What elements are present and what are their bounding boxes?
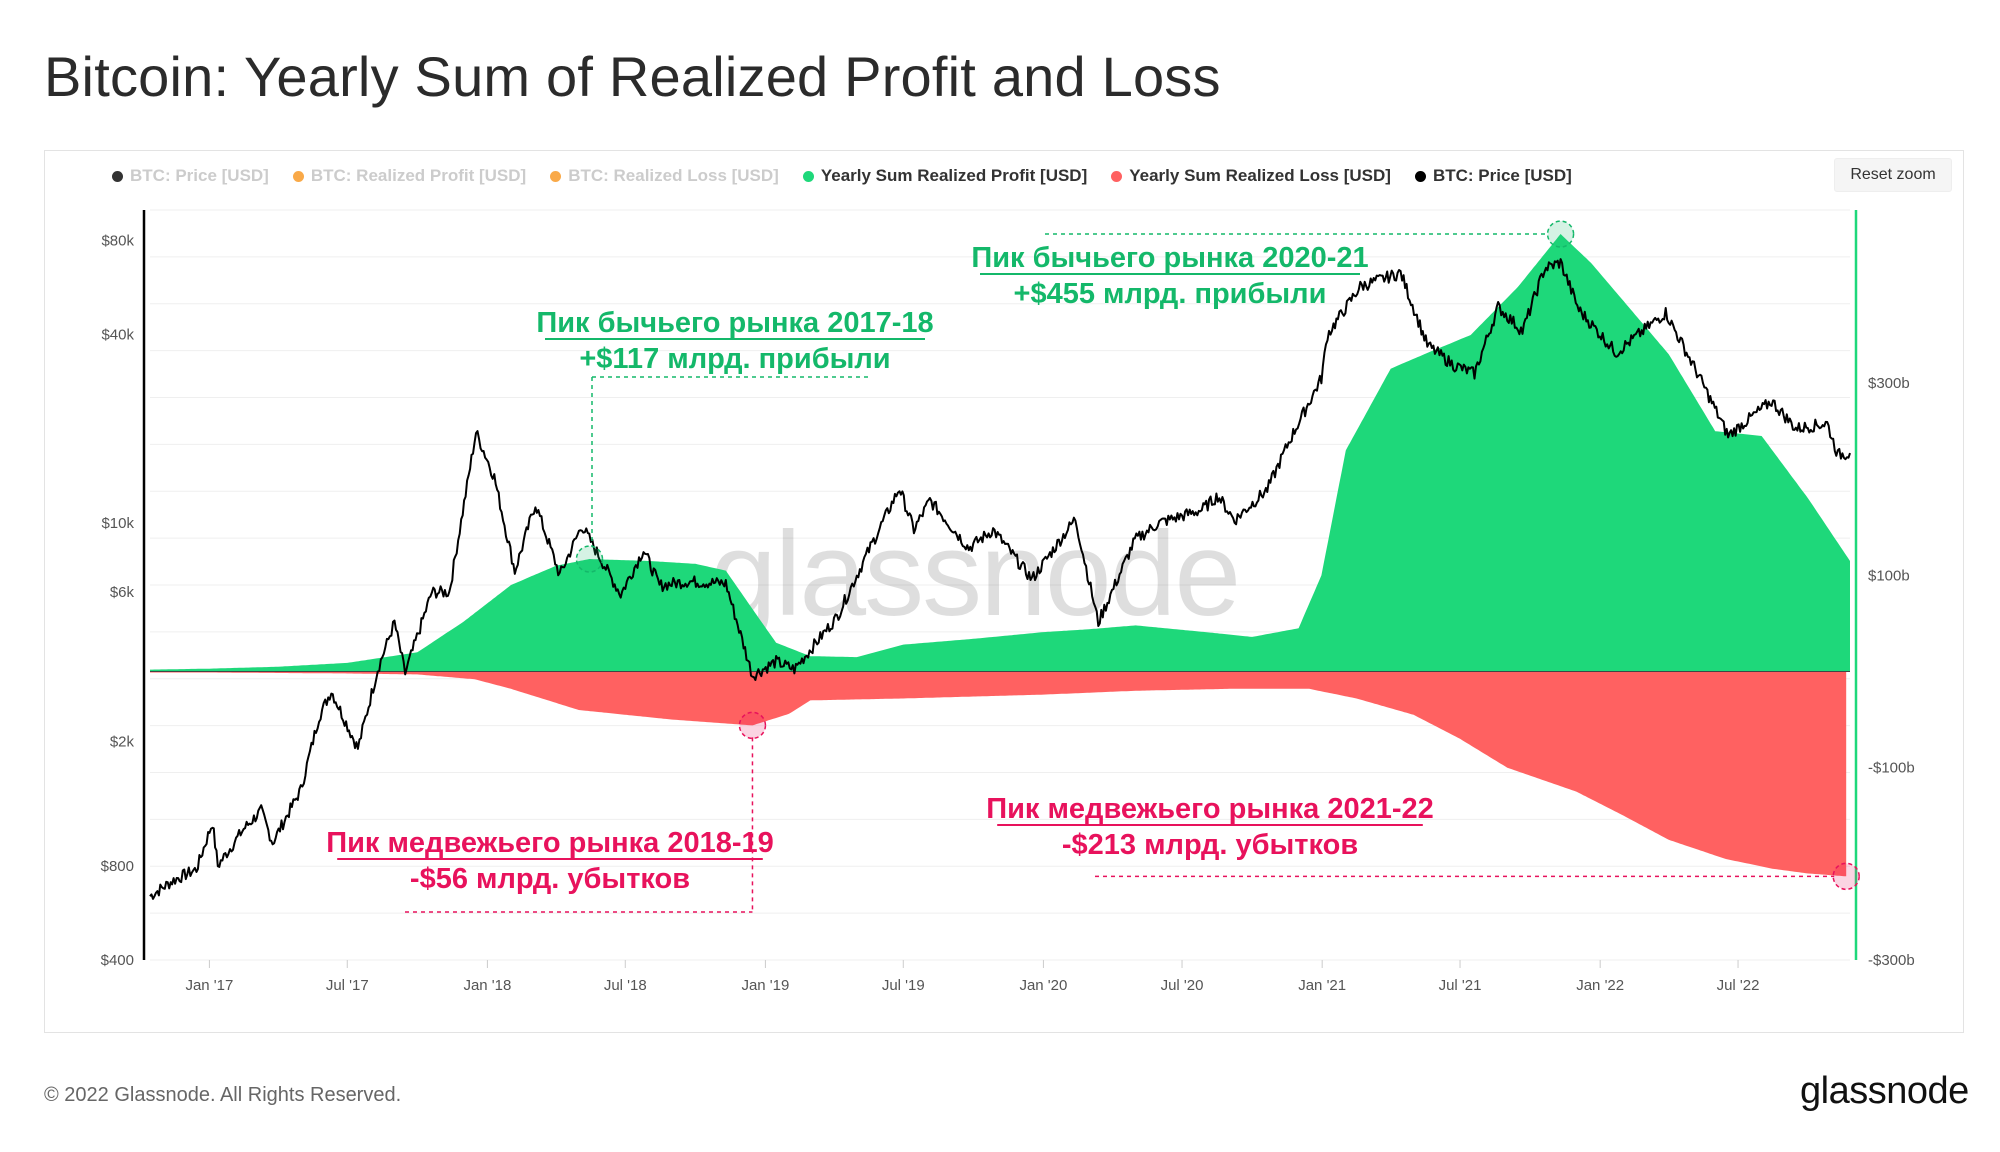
- reset-zoom-button[interactable]: Reset zoom: [1834, 158, 1952, 192]
- annotation-title: Пик бычьего рынка 2017-18: [536, 307, 933, 339]
- annotation-value: +$455 млрд. прибыли: [1014, 278, 1327, 310]
- annotation-marker: [1546, 220, 1575, 248]
- legend-dot-icon: [802, 170, 814, 182]
- price-line: [149, 258, 1851, 900]
- loss-area: [150, 671, 1847, 877]
- x-tick-label: Jan '17: [185, 977, 233, 994]
- page-title: Bitcoin: Yearly Sum of Realized Profit a…: [44, 45, 1221, 108]
- y-left-tick-label: $80k: [101, 232, 134, 249]
- y-left-tick-label: $800: [101, 858, 134, 875]
- x-tick-label: Jul '19: [882, 977, 925, 994]
- legend-dot-icon: [112, 170, 123, 182]
- legend-item-realized-profit[interactable]: BTC: Realized Profit [USD]: [292, 166, 527, 186]
- annotation-value: +$117 млрд. прибыли: [579, 343, 890, 375]
- legend-dot-icon: [1111, 170, 1123, 182]
- x-tick-label: Jan '20: [1019, 977, 1067, 994]
- x-tick-label: Jul '20: [1161, 977, 1204, 994]
- y-right-tick-label: -$100b: [1868, 760, 1915, 777]
- annotation-loss: Пик медвежьего рынка 2021-22 -$213 млрд. …: [986, 793, 1860, 891]
- annotation-value: -$56 млрд. убытков: [410, 863, 690, 895]
- annotation-profit: Пик бычьего рынка 2017-18 +$117 млрд. при…: [536, 307, 934, 573]
- legend-item-yearly-profit[interactable]: Yearly Sum Realized Profit [USD]: [802, 166, 1088, 186]
- y-right-tick-label: -$300b: [1868, 952, 1915, 969]
- annotation-loss: Пик медвежьего рынка 2018-19 -$56 млрд. у…: [326, 711, 774, 913]
- legend-dot-icon: [1414, 170, 1426, 182]
- legend-label: Yearly Sum Realized Profit [USD]: [820, 166, 1088, 185]
- legend-label: BTC: Price [USD]: [130, 166, 269, 185]
- x-tick-label: Jul '18: [604, 977, 647, 994]
- footer-copyright: © 2022 Glassnode. All Rights Reserved.: [44, 1084, 402, 1106]
- annotation-marker: [738, 711, 767, 740]
- y-left-tick-label: $40k: [101, 326, 134, 343]
- x-tick-label: Jul '22: [1717, 977, 1760, 994]
- annotation-title: Пик медвежьего рынка 2018-19: [326, 827, 774, 859]
- legend-label: Yearly Sum Realized Loss [USD]: [1129, 166, 1391, 185]
- y-right-tick-label: $100b: [1868, 567, 1910, 584]
- legend-item-yearly-loss[interactable]: Yearly Sum Realized Loss [USD]: [1111, 166, 1391, 186]
- annotation-title: Пик бычьего рынка 2020-21: [971, 242, 1368, 274]
- watermark-text: glassnode: [710, 507, 1239, 641]
- legend-label: BTC: Realized Profit [USD]: [310, 166, 527, 185]
- x-tick-label: Jan '18: [463, 977, 511, 994]
- x-tick-label: Jan '19: [741, 977, 789, 994]
- legend-item-realized-loss[interactable]: BTC: Realized Loss [USD]: [550, 166, 779, 186]
- y-left-tick-label: $6k: [110, 584, 135, 601]
- x-tick-label: Jan '22: [1576, 977, 1624, 994]
- legend-item-btc-price-hidden[interactable]: BTC: Price [USD]: [112, 166, 269, 186]
- annotation-profit: Пик бычьего рынка 2020-21 +$455 млрд. при…: [971, 220, 1575, 310]
- annotation-marker: [1832, 862, 1860, 891]
- annotation-value: -$213 млрд. убытков: [1062, 829, 1358, 861]
- chart-legend: BTC: Price [USD] BTC: Realized Profit [U…: [112, 166, 1572, 186]
- profit-area: [150, 234, 1850, 672]
- annotation-marker: [575, 545, 604, 573]
- y-left-tick-label: $400: [101, 952, 134, 969]
- x-tick-label: Jul '21: [1439, 977, 1482, 994]
- legend-dot-icon: [550, 170, 562, 182]
- annotation-title: Пик медвежьего рынка 2021-22: [986, 793, 1434, 825]
- y-left-tick-label: $10k: [101, 515, 134, 532]
- x-tick-label: Jul '17: [326, 977, 369, 994]
- y-right-tick-label: $300b: [1868, 375, 1910, 392]
- chart-frame: [44, 150, 1964, 1033]
- legend-label: BTC: Realized Loss [USD]: [568, 166, 779, 185]
- legend-label: BTC: Price [USD]: [1432, 166, 1572, 185]
- legend-dot-icon: [292, 170, 304, 182]
- y-left-tick-label: $2k: [110, 733, 135, 750]
- legend-item-btc-price[interactable]: BTC: Price [USD]: [1414, 166, 1572, 186]
- glassnode-logo: glassnode: [1800, 1070, 1969, 1112]
- x-tick-label: Jan '21: [1298, 977, 1346, 994]
